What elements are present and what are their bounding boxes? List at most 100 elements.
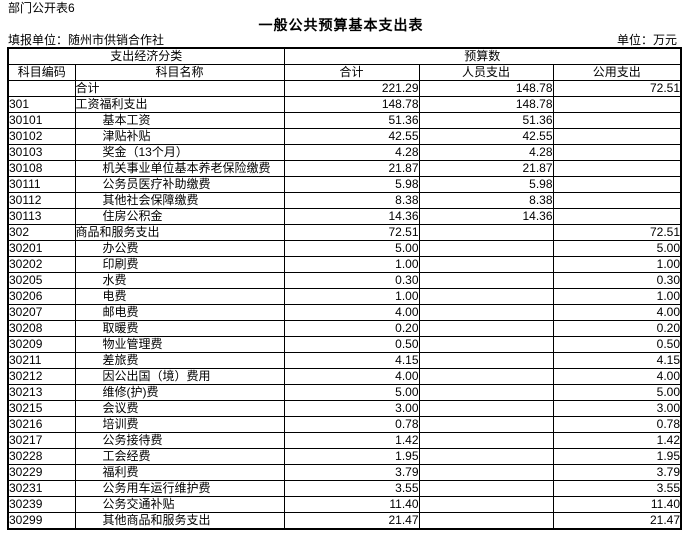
header-columns-row: 科目编码 科目名称 合计 人员支出 公用支出 (7, 64, 682, 81)
row-name-cell: 办公费 (74, 240, 285, 257)
row-name-cell: 工会经费 (74, 448, 285, 465)
row-name-cell: 物业管理费 (74, 336, 285, 353)
row-name-cell: 邮电费 (74, 304, 285, 321)
table-row: 30205 水费 0.30 0.30 (7, 272, 682, 289)
meta-row: 填报单位：随州市供销合作社 单位：万元 (8, 31, 677, 48)
row-code-cell: 30239 (7, 496, 76, 513)
row-personnel-cell: 21.87 (418, 160, 554, 177)
row-code-cell: 302 (7, 224, 76, 241)
row-public-cell: 1.42 (552, 432, 682, 449)
row-personnel-cell (418, 320, 554, 337)
table-row: 30207 邮电费 4.00 4.00 (7, 304, 682, 321)
row-personnel-cell: 5.98 (418, 176, 554, 193)
row-public-cell (552, 176, 682, 193)
row-code-cell: 30202 (7, 256, 76, 273)
row-total-cell: 221.29 (283, 80, 420, 97)
row-total-cell: 0.20 (283, 320, 420, 337)
row-public-cell: 1.95 (552, 448, 682, 465)
table-row: 30231 公务用车运行维护费 3.55 3.55 (7, 480, 682, 497)
row-code-cell: 30212 (7, 368, 76, 385)
row-personnel-cell (418, 464, 554, 481)
row-name-cell: 公务交通补贴 (74, 496, 285, 513)
row-name-cell: 津贴补贴 (74, 128, 285, 145)
row-name-cell: 取暖费 (74, 320, 285, 337)
row-total-cell: 1.00 (283, 288, 420, 305)
table-row: 30108 机关事业单位基本养老保险缴费 21.87 21.87 (7, 160, 682, 177)
row-name-cell: 公务接待费 (74, 432, 285, 449)
row-code-cell: 30201 (7, 240, 76, 257)
row-total-cell: 14.36 (283, 208, 420, 225)
row-personnel-cell (418, 384, 554, 401)
row-personnel-cell: 148.78 (418, 80, 554, 97)
table-row: 30103 奖金（13个月） 4.28 4.28 (7, 144, 682, 161)
row-total-cell: 3.55 (283, 480, 420, 497)
row-name-cell: 水费 (74, 272, 285, 289)
row-public-cell: 72.51 (552, 80, 682, 97)
row-total-cell: 4.00 (283, 304, 420, 321)
row-name-cell: 合计 (74, 80, 285, 97)
row-public-cell (552, 96, 682, 113)
row-name-cell: 公务用车运行维护费 (74, 480, 285, 497)
row-public-cell: 1.00 (552, 256, 682, 273)
row-total-cell: 0.78 (283, 416, 420, 433)
row-public-cell: 21.47 (552, 512, 682, 530)
row-total-cell: 1.95 (283, 448, 420, 465)
row-personnel-cell: 4.28 (418, 144, 554, 161)
header-budget: 预算数 (283, 47, 682, 65)
row-public-cell: 4.00 (552, 304, 682, 321)
row-personnel-cell (418, 512, 554, 530)
row-name-cell: 其他社会保障缴费 (74, 192, 285, 209)
budget-table: 支出经济分类 预算数 科目编码 科目名称 合计 人员支出 公用支出 合计 221.… (7, 47, 682, 530)
table-row: 30217 公务接待费 1.42 1.42 (7, 432, 682, 449)
row-personnel-cell: 8.38 (418, 192, 554, 209)
row-public-cell: 3.79 (552, 464, 682, 481)
row-code-cell: 30208 (7, 320, 76, 337)
row-total-cell: 3.00 (283, 400, 420, 417)
table-row: 30101 基本工资 51.36 51.36 (7, 112, 682, 129)
row-personnel-cell: 148.78 (418, 96, 554, 113)
row-code-cell: 301 (7, 96, 76, 113)
header-classification: 支出经济分类 (7, 47, 285, 65)
row-name-cell: 因公出国（境）费用 (74, 368, 285, 385)
row-personnel-cell: 42.55 (418, 128, 554, 145)
row-total-cell: 11.40 (283, 496, 420, 513)
row-personnel-cell (418, 432, 554, 449)
row-total-cell: 1.00 (283, 256, 420, 273)
row-public-cell: 72.51 (552, 224, 682, 241)
row-code-cell: 30102 (7, 128, 76, 145)
row-total-cell: 21.47 (283, 512, 420, 530)
row-code-cell (7, 80, 76, 97)
row-public-cell: 11.40 (552, 496, 682, 513)
table-row: 30206 电费 1.00 1.00 (7, 288, 682, 305)
row-code-cell: 30205 (7, 272, 76, 289)
row-total-cell: 4.15 (283, 352, 420, 369)
row-code-cell: 30216 (7, 416, 76, 433)
row-code-cell: 30231 (7, 480, 76, 497)
row-total-cell: 5.00 (283, 384, 420, 401)
row-personnel-cell (418, 240, 554, 257)
unit-label: 单位：万元 (616, 33, 677, 47)
table-row: 302 商品和服务支出 72.51 72.51 (7, 224, 682, 241)
row-name-cell: 印刷费 (74, 256, 285, 273)
row-personnel-cell (418, 400, 554, 417)
row-total-cell: 3.79 (283, 464, 420, 481)
table-row: 30215 会议费 3.00 3.00 (7, 400, 682, 417)
row-code-cell: 30228 (7, 448, 76, 465)
table-row: 30113 住房公积金 14.36 14.36 (7, 208, 682, 225)
row-total-cell: 148.78 (283, 96, 420, 113)
header-group-row: 支出经济分类 预算数 (7, 47, 682, 65)
row-public-cell (552, 128, 682, 145)
col-header-name: 科目名称 (74, 64, 285, 81)
row-personnel-cell (418, 416, 554, 433)
row-public-cell (552, 208, 682, 225)
row-personnel-cell (418, 272, 554, 289)
table-row: 30102 津贴补贴 42.55 42.55 (7, 128, 682, 145)
row-total-cell: 5.98 (283, 176, 420, 193)
col-header-public: 公用支出 (552, 64, 682, 81)
table-row: 30239 公务交通补贴 11.40 11.40 (7, 496, 682, 513)
page-title: 一般公共预算基本支出表 (258, 17, 424, 33)
row-total-cell: 72.51 (283, 224, 420, 241)
row-name-cell: 基本工资 (74, 112, 285, 129)
table-row: 301 工资福利支出 148.78 148.78 (7, 96, 682, 113)
